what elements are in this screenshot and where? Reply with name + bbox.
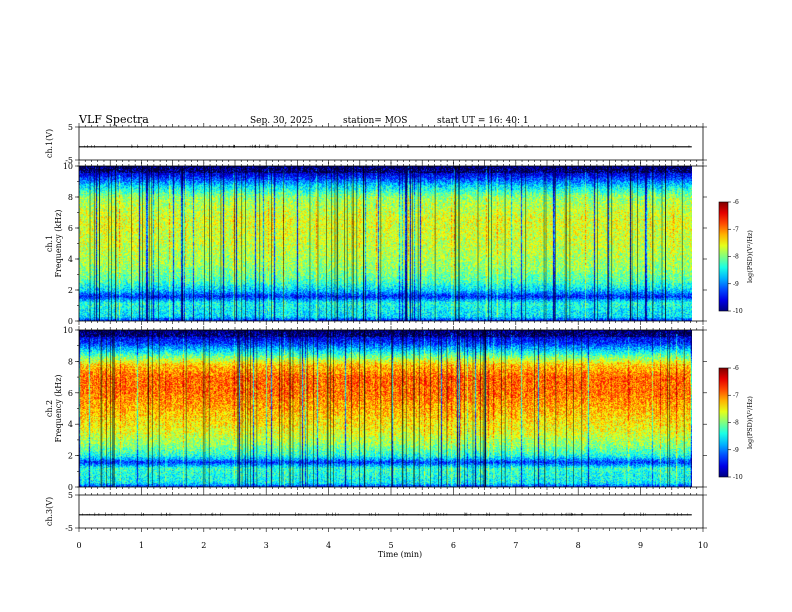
x-tick-label: 3: [264, 541, 269, 550]
colorbar-scale: [718, 201, 729, 312]
x-tick-label: 10: [698, 541, 708, 550]
colorbar-tick-label: -9: [733, 281, 739, 288]
ch2-y-axis-channel: ch.2: [45, 400, 54, 417]
colorbar-tick-label: -10: [733, 474, 743, 481]
ch1-y-tick-label: 10: [63, 162, 73, 171]
x-tick-label: 8: [576, 541, 581, 550]
ch2-y-tick-label: 0: [68, 483, 73, 492]
ch2-y-tick-label: 10: [63, 326, 73, 335]
ch1-y-tick-label: 2: [68, 286, 73, 295]
colorbar-label: log(PSD)(V²/Hz): [746, 396, 754, 449]
ch2-spectrogram-image: [79, 330, 692, 487]
ch3-waveform-panel: 5 -5 ch.3(V): [45, 491, 707, 533]
colorbar-tick-label: -9: [733, 447, 739, 454]
colorbar-tick-label: -6: [733, 365, 739, 372]
x-tick-label: 7: [513, 541, 518, 550]
x-tick-label: 6: [451, 541, 456, 550]
ch1-y-tick-label: 5: [68, 123, 73, 132]
ch1-y-tick-label: 4: [68, 255, 73, 264]
header-station: station= MOS: [343, 116, 407, 126]
x-axis-label: Time (min): [378, 550, 422, 559]
ch1-y-axis-label: ch.1(V): [45, 129, 54, 158]
ch2-y-tick-label: 4: [68, 420, 73, 429]
ch1-y-tick-label: -5: [65, 156, 73, 165]
ch2-y-tick-label: 2: [68, 452, 73, 461]
ch1-panel-frame: [78, 126, 704, 161]
ch1-y-tick-label: 6: [68, 224, 73, 233]
colorbar-label: log(PSD)(V²/Hz): [746, 230, 754, 283]
ch3-y-axis-label: ch.3(V): [45, 497, 54, 526]
ch1-waveform-panel: 5 -5 ch.1(V): [45, 123, 707, 165]
ch1-y-axis-channel: ch.1: [45, 235, 54, 252]
ch2-y-tick-label: 6: [68, 389, 73, 398]
x-tick-label: 4: [326, 541, 331, 550]
ch3-y-tick-label: -5: [65, 524, 73, 533]
ch1-spectrogram-panel: 0 2 4 6 8 10 ch.1 Frequency (kHz): [45, 162, 707, 326]
figure-title: VLF Spectra: [78, 113, 149, 126]
time-axis: 0 1 2 3 4 5 6 7 8 9 10: [76, 541, 708, 550]
x-tick-label: 5: [388, 541, 393, 550]
colorbar-scale: [718, 367, 729, 478]
ch1-y-tick-label: 0: [68, 317, 73, 326]
x-tick-label: 1: [139, 541, 144, 550]
ch2-spectrogram-panel: 0 2 4 6 8 10 ch.2 Frequency (kHz): [45, 326, 707, 492]
header-start-time: start UT = 16: 40: 1: [437, 116, 529, 126]
header-date: Sep. 30, 2025: [250, 116, 313, 126]
colorbar-tick-label: -10: [733, 308, 743, 315]
colorbar-tick-label: -8: [733, 420, 739, 427]
ch1-spectrogram-image: [79, 166, 692, 321]
ch2-y-tick-label: 8: [68, 357, 73, 366]
ch3-y-tick-label: 5: [68, 491, 73, 500]
ch2-colorbar: -6 -7 -8 -9 -10 log(PSD)(V²/Hz): [718, 365, 754, 481]
x-tick-label: 0: [76, 541, 81, 550]
ch1-colorbar: -6 -7 -8 -9 -10 log(PSD)(V²/Hz): [718, 199, 754, 315]
colorbar-tick-label: -6: [733, 199, 739, 206]
x-tick-label: 2: [201, 541, 206, 550]
ch1-y-tick-label: 8: [68, 193, 73, 202]
ch1-y-axis-label: Frequency (kHz): [54, 209, 63, 277]
colorbar-tick-label: -7: [733, 226, 739, 233]
x-tick-label: 9: [638, 541, 643, 550]
ch3-panel-frame: [78, 494, 704, 529]
colorbar-tick-label: -7: [733, 392, 739, 399]
ch2-y-axis-label: Frequency (kHz): [54, 374, 63, 442]
colorbar-tick-label: -8: [733, 254, 739, 261]
